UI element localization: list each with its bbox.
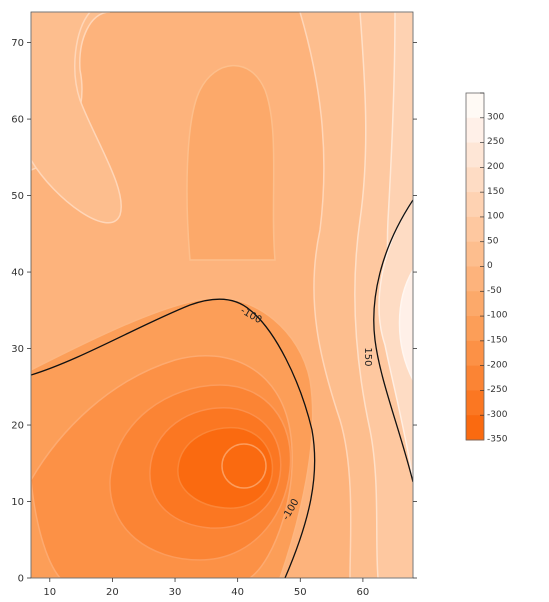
legend-label: 200 xyxy=(487,162,504,172)
legend-swatch xyxy=(466,291,484,317)
x-axis: 10 20 30 40 50 60 xyxy=(43,578,370,598)
legend-label: -250 xyxy=(487,385,508,395)
contour-label: 150 xyxy=(362,347,373,366)
legend-label: 250 xyxy=(487,137,504,147)
contour-fill-right-max-inner xyxy=(398,268,413,381)
contour-fill-right-max xyxy=(378,198,413,481)
legend-label: -350 xyxy=(487,435,508,445)
legend-label: -200 xyxy=(487,360,508,370)
legend-label: -300 xyxy=(487,410,508,420)
y-tick-label: 10 xyxy=(11,497,24,508)
color-legend: 300 250 200 150 100 50 0 -50 -100 -150 -200 -250 -30… xyxy=(465,92,508,445)
plot-frame xyxy=(30,11,414,579)
legend-swatch xyxy=(466,93,484,119)
legend-swatch xyxy=(466,192,484,218)
legend-swatch xyxy=(466,142,484,168)
legend-label: -100 xyxy=(487,311,508,321)
legend-swatch xyxy=(466,316,484,342)
y-tick-label: 70 xyxy=(11,38,24,49)
legend-label: 100 xyxy=(487,212,504,222)
contour-fill-minimum-ring xyxy=(221,443,267,489)
y-tick-label: 20 xyxy=(11,421,24,432)
x-tick-label: 60 xyxy=(357,587,370,598)
x-tick-label: 30 xyxy=(169,587,182,598)
legend-swatch xyxy=(466,241,484,267)
legend-swatch xyxy=(466,415,484,441)
legend-label: -50 xyxy=(487,286,502,296)
contour-line-150 xyxy=(373,199,413,483)
x-tick-label: 20 xyxy=(106,587,119,598)
legend-label: 50 xyxy=(487,236,499,246)
x-tick-label: 50 xyxy=(294,587,307,598)
contour-fill-upper-left-inner xyxy=(31,12,122,224)
y-tick-label: 60 xyxy=(11,115,24,126)
x-tick-label: 10 xyxy=(43,587,56,598)
legend-label: -150 xyxy=(487,335,508,345)
legend-label: 0 xyxy=(487,261,493,271)
y-tick-label: 0 xyxy=(18,574,24,585)
legend-swatch xyxy=(466,216,484,243)
legend-swatch xyxy=(466,365,484,391)
y-tick-label: 40 xyxy=(11,268,24,279)
legend-swatch xyxy=(466,117,484,144)
legend-swatch xyxy=(466,266,484,292)
legend-label: 150 xyxy=(487,187,504,197)
contour-line-minus100-upper xyxy=(31,298,316,578)
x-tick-label: 40 xyxy=(231,587,244,598)
y-axis: 0 10 20 30 40 50 60 70 xyxy=(11,38,417,585)
y-tick-label: 30 xyxy=(11,344,24,355)
legend-swatch xyxy=(466,340,484,367)
contour-lines xyxy=(31,199,413,578)
contour-fill-upper-center-tongue xyxy=(186,64,276,261)
legend-swatch xyxy=(466,390,484,416)
legend-label: 300 xyxy=(487,112,504,122)
y-tick-label: 50 xyxy=(11,191,24,202)
legend-swatch xyxy=(466,167,484,193)
